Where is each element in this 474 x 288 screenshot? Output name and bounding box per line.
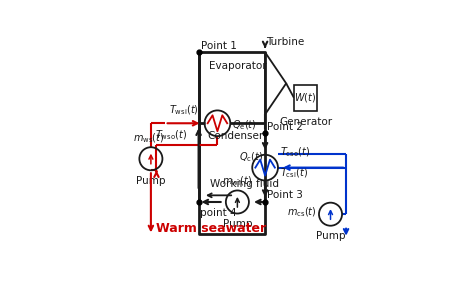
FancyBboxPatch shape <box>294 85 317 111</box>
Text: Pump: Pump <box>316 231 345 241</box>
Text: $T_{\rm csi}(t)$: $T_{\rm csi}(t)$ <box>280 166 308 180</box>
Text: Evaporator: Evaporator <box>209 61 266 71</box>
Text: $m_{\rm ws}(t)$: $m_{\rm ws}(t)$ <box>133 131 164 145</box>
Text: Condenser: Condenser <box>208 131 264 141</box>
Text: Working fluid: Working fluid <box>210 179 279 189</box>
Text: Pump: Pump <box>136 176 165 186</box>
Text: $T_{\rm wso}(t)$: $T_{\rm wso}(t)$ <box>155 128 187 142</box>
Text: $m_{\rm cs}(t)$: $m_{\rm cs}(t)$ <box>287 205 317 219</box>
Text: Warm seawater: Warm seawater <box>156 222 266 235</box>
Text: Turbine: Turbine <box>266 37 304 47</box>
Text: Point 2: Point 2 <box>267 122 303 132</box>
Text: Pump: Pump <box>223 219 252 229</box>
Text: $Q_{\rm c}(t)$: $Q_{\rm c}(t)$ <box>238 151 263 164</box>
Text: $T_{\rm cso}(t)$: $T_{\rm cso}(t)$ <box>280 145 310 159</box>
Text: $m_{\rm wf}(t)$: $m_{\rm wf}(t)$ <box>222 175 253 188</box>
Text: Point 1: Point 1 <box>201 41 237 51</box>
Text: Generator: Generator <box>279 117 332 127</box>
Text: $Q_{\rm e}(t)$: $Q_{\rm e}(t)$ <box>232 119 257 132</box>
Text: $T_{\rm wsi}(t)$: $T_{\rm wsi}(t)$ <box>169 103 199 117</box>
Text: point 4: point 4 <box>200 208 237 217</box>
Text: Point 3: Point 3 <box>267 190 303 200</box>
Text: $W(t)$: $W(t)$ <box>294 91 317 104</box>
